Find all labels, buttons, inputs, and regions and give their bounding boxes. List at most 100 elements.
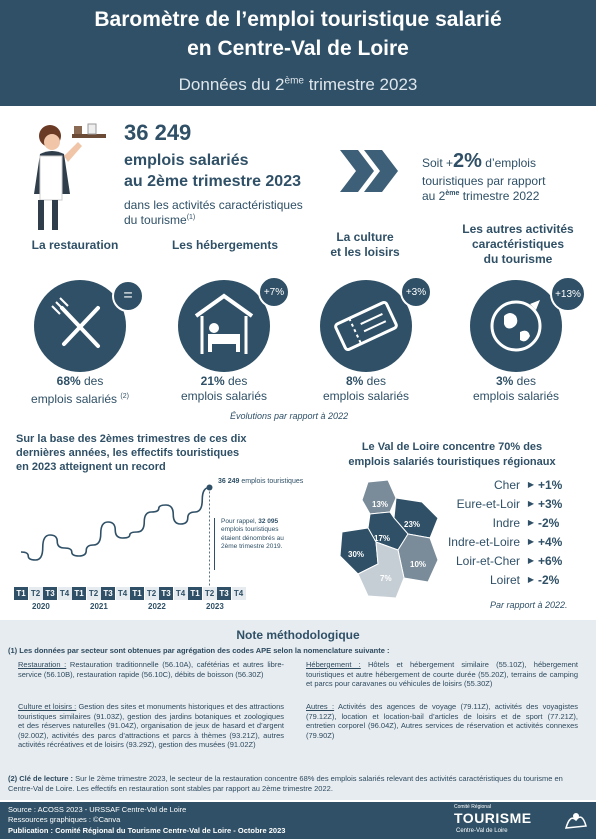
map-label-loiret: 23% [404, 520, 421, 529]
footer-publication: Publication : Comité Régional du Tourism… [8, 826, 286, 835]
culture-badge: +3% [400, 276, 432, 308]
total-line3: dans les activités caractéristiques [124, 198, 303, 212]
quarter-tick: T4 [115, 587, 130, 600]
map-label-eure-et-loir: 13% [372, 500, 389, 509]
chevrons-icon [340, 150, 398, 192]
trend-heading: Sur la base des 2èmes trimestres de ces … [16, 433, 247, 473]
logo-sub-text: Centre-Val de Loire [456, 828, 508, 834]
region-note: Par rapport à 2022. [490, 600, 568, 610]
method-intro: (1) Les données par secteur sont obtenue… [8, 646, 390, 655]
department-value: +4% [538, 535, 563, 549]
method-restauration: Restauration : Restauration traditionnel… [18, 660, 284, 679]
arrow-right-icon: ▶ [527, 575, 535, 584]
quarter-tick: T1 [130, 587, 144, 600]
method-hebergement: Hébergement : Hôtels et hébergement simi… [306, 660, 578, 689]
year-label: 2020 [32, 602, 50, 611]
total-line1: emplois salariés [124, 152, 249, 169]
restauration-stat: 68% des emplois salariés (2) [31, 374, 129, 406]
department-row: Loiret ▶ -2% [420, 573, 580, 587]
department-row: Eure-et-Loir ▶ +3% [420, 497, 580, 511]
hebergements-badge: +7% [258, 276, 290, 308]
page-title-line1: Baromètre de l’emploi touristique salari… [94, 8, 502, 31]
department-name: Eure-et-Loir [456, 497, 520, 511]
footer-resources: Ressources graphiques : ©Canva [8, 815, 121, 824]
department-name: Loir-et-Cher [455, 554, 520, 568]
autres-badge: +13% [550, 276, 586, 312]
total-jobs: 36 249 [124, 120, 192, 145]
department-row: Indre-et-Loire ▶ +4% [420, 535, 580, 549]
footer: Source : ACOSS 2023 - URSSAF Centre-Val … [0, 802, 596, 839]
category-title-hebergements: Les hébergements [171, 238, 279, 252]
quarter-tick: T2 [28, 587, 43, 600]
region-heading: Le Val de Loire concentre 70% des emplois… [348, 441, 556, 468]
trend-recall-box: Pour rappel, 32 095 emplois touristiques é… [214, 518, 302, 570]
arrow-right-icon: ▶ [527, 537, 535, 546]
bed-icon [194, 293, 254, 354]
department-name: Indre [492, 516, 520, 530]
hebergements-circle [178, 280, 270, 372]
year-label: 2021 [90, 602, 108, 611]
quarter-tick: T4 [173, 587, 188, 600]
method-autres: Autres : Activités des agences de voyage… [306, 702, 579, 740]
logo-small-text: Comité Régional [454, 804, 491, 810]
quarter-tick: T3 [217, 587, 231, 600]
method-culture: Culture et loisirs : Gestion des sites e… [18, 702, 284, 750]
department-row: Loir-et-Cher ▶ +6% [420, 554, 580, 568]
map-label-indre-et-loire: 30% [348, 550, 365, 559]
category-title-autres: Les autres activités caractéristiques du t… [462, 222, 574, 266]
department-row: Indre ▶ -2% [420, 516, 580, 530]
arrow-right-icon: ▶ [527, 480, 535, 489]
trend-last-point [206, 484, 213, 491]
department-row: Cher ▶ +1% [420, 478, 580, 492]
culture-circle [320, 280, 412, 372]
map-indre [357, 541, 405, 599]
arrow-right-icon: ▶ [527, 518, 535, 527]
department-name: Loiret [489, 573, 520, 587]
evolution-line1: Soit +2% d’emplois [422, 150, 536, 172]
quarter-tick: T1 [188, 587, 202, 600]
logo-icon [564, 813, 587, 829]
globe-plane-icon [490, 300, 542, 352]
department-value: +3% [538, 497, 563, 511]
trend-chart [20, 484, 213, 586]
page-title-line2: en Centre-Val de Loire [187, 37, 409, 60]
autres-circle [470, 280, 562, 372]
quarter-tick: T1 [72, 587, 86, 600]
quarter-tick: T3 [159, 587, 173, 600]
map-label-loir-et-cher: 17% [374, 534, 391, 543]
quarter-tick: T2 [86, 587, 101, 600]
quarter-tick: T3 [101, 587, 115, 600]
autres-stat: 3% des emplois salariés [472, 374, 560, 403]
quarter-tick: T1 [14, 587, 28, 600]
year-label: 2023 [206, 602, 224, 611]
footer-source: Source : ACOSS 2023 - URSSAF Centre-Val … [8, 805, 187, 814]
hebergements-stat: 21% des emplois salariés [180, 374, 268, 403]
fork-knife-icon [51, 297, 100, 348]
quarter-tick: T3 [43, 587, 57, 600]
quarter-tick: T4 [231, 587, 246, 600]
method-section: Note méthodologique (1) Les données par … [0, 620, 596, 800]
map-label-cher: 10% [410, 560, 427, 569]
arrow-right-icon: ▶ [527, 499, 535, 508]
department-name: Cher [493, 478, 520, 492]
quarter-tick: T2 [144, 587, 159, 600]
department-value: -2% [538, 573, 560, 587]
evolution-line2: touristiques par rapport [422, 174, 546, 188]
restauration-circle [34, 280, 126, 372]
department-value: -2% [538, 516, 560, 530]
arrow-right-icon: ▶ [527, 556, 535, 565]
category-title-culture: La culture et les loisirs [330, 230, 400, 259]
department-value: +6% [538, 554, 563, 568]
page-subtitle: Données du 2ème trimestre 2023 [178, 75, 418, 94]
waitress-illustration [34, 123, 106, 230]
total-line2: au 2ème trimestre 2023 [124, 173, 301, 190]
department-name: Indre-et-Loire [447, 535, 520, 549]
evolutions-note: Évolutions par rapport à 2022 [230, 411, 349, 421]
map-label-indre: 7% [380, 574, 392, 583]
year-label: 2022 [148, 602, 166, 611]
method-title: Note méthodologique [236, 628, 360, 642]
method-key: (2) Clé de lecture : Sur le 2ème trimest… [8, 774, 563, 793]
quarter-tick: T4 [57, 587, 72, 600]
trend-line [20, 486, 210, 561]
quarter-tick: T2 [202, 587, 217, 600]
